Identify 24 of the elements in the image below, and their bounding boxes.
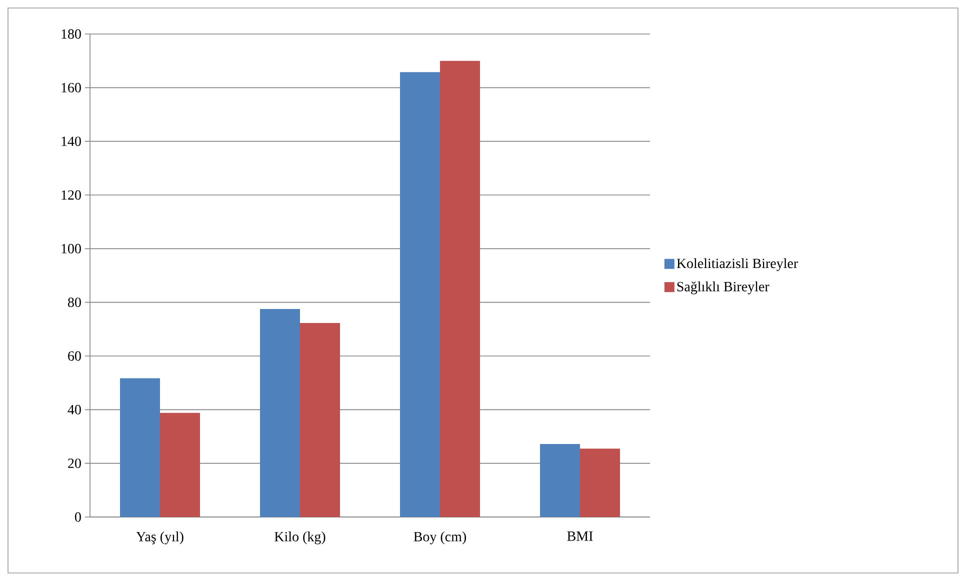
x-tick-label: Kilo (kg) — [274, 532, 326, 544]
y-tick-label: 160 — [62, 82, 81, 92]
bar — [260, 309, 300, 517]
x-tick-label: Yaş (yıl) — [136, 532, 184, 544]
y-tick-label: 60 — [68, 351, 81, 361]
bar — [540, 444, 580, 517]
x-tick-label: Boy (cm) — [414, 532, 466, 544]
bar — [400, 72, 440, 517]
y-tick-label: 120 — [62, 190, 81, 200]
bar — [120, 378, 160, 517]
y-tick-label: 80 — [68, 298, 81, 308]
y-tick-label: 100 — [62, 244, 81, 254]
y-tick-label: 40 — [68, 404, 81, 414]
legend-label: Kolelitiazisli Bireyler — [676, 258, 798, 272]
bar — [300, 322, 340, 517]
bar — [160, 412, 200, 517]
bar — [580, 448, 620, 517]
bar — [440, 60, 480, 517]
y-tick-label: 140 — [62, 136, 81, 146]
y-tick-label: 20 — [68, 458, 81, 468]
y-tick-label: 0 — [75, 512, 81, 522]
y-tick-label: 180 — [62, 29, 81, 39]
x-tick-label: BMI — [567, 532, 593, 541]
legend-label: Sağlıklı Bireyler — [677, 281, 770, 294]
